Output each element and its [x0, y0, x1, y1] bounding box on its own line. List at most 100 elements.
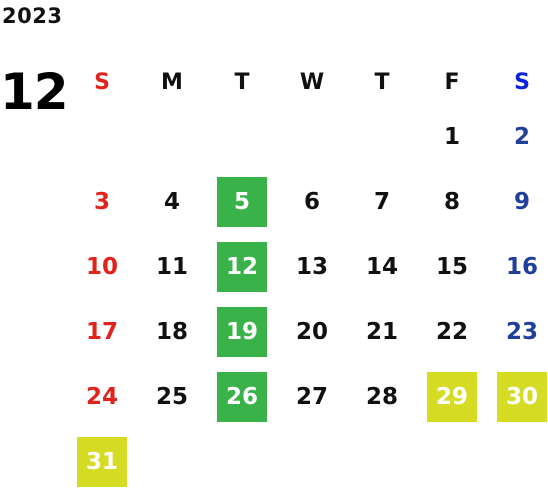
calendar-day-cell: 18 [137, 299, 207, 364]
calendar-week-row: 31 [67, 429, 548, 494]
calendar-day-cell: 22 [417, 299, 487, 364]
calendar-day-cell: 10 [67, 234, 137, 299]
calendar-day-cell: 12 [207, 234, 277, 299]
calendar-day-cell: 11 [137, 234, 207, 299]
calendar-day-cell: 19 [207, 299, 277, 364]
calendar-day-number: 9 [513, 188, 530, 215]
calendar-day-number: 8 [443, 188, 460, 215]
calendar-day-number: 16 [505, 253, 538, 280]
calendar-day-number: 17 [85, 318, 118, 345]
calendar-day-number: 15 [435, 253, 468, 280]
calendar-day-number: 25 [155, 383, 188, 410]
calendar-day-number: 13 [295, 253, 328, 280]
calendar-week-row: 3 4 5 6 7 8 9 [67, 169, 548, 234]
calendar-week-row: 10 11 12 13 14 15 16 [67, 234, 548, 299]
calendar-day-number [357, 437, 407, 487]
calendar-day-cell: 4 [137, 169, 207, 234]
calendar-day-number [217, 112, 267, 162]
calendar-day-number [497, 437, 547, 487]
calendar-day-cell: 17 [67, 299, 137, 364]
calendar-day-number: 1 [443, 123, 460, 150]
weekday-saturday: S [514, 69, 530, 95]
calendar-day-number: 3 [93, 188, 110, 215]
calendar-day-cell: 1 [417, 104, 487, 169]
calendar-day-number: 29 [427, 371, 477, 422]
calendar-day-number: 20 [295, 318, 328, 345]
calendar-week-row: 24 25 26 27 28 29 30 [67, 364, 548, 429]
calendar-day-number: 22 [435, 318, 468, 345]
calendar-day-number: 10 [85, 253, 118, 280]
weekday-monday: M [161, 69, 183, 95]
calendar-day-number: 7 [373, 188, 390, 215]
calendar-day-number [77, 112, 127, 162]
calendar-day-cell: 25 [137, 364, 207, 429]
calendar-day-number: 2 [513, 123, 530, 150]
calendar-day-cell: 8 [417, 169, 487, 234]
calendar-day-cell: 21 [347, 299, 417, 364]
calendar-day-cell: 14 [347, 234, 417, 299]
calendar-day-number: 24 [85, 383, 118, 410]
calendar-day-number: 31 [77, 436, 127, 487]
calendar-week-row: 17 18 19 20 21 22 23 [67, 299, 548, 364]
calendar-weeks: 1 2 3 4 5 6 7 8 9 10 11 12 13 14 15 16 17 18 19 20 21 22 23 24 2… [67, 104, 548, 494]
calendar-empty-cell [67, 104, 137, 169]
weekday-thursday: T [374, 69, 390, 95]
calendar-day-cell: 23 [487, 299, 548, 364]
calendar-day-cell: 15 [417, 234, 487, 299]
calendar-day-cell: 6 [277, 169, 347, 234]
calendar-day-number: 12 [217, 241, 267, 292]
calendar-day-number: 14 [365, 253, 398, 280]
calendar-day-cell: 30 [487, 364, 548, 429]
calendar-empty-cell [347, 429, 417, 494]
calendar-day-number: 6 [303, 188, 320, 215]
calendar-day-number: 30 [497, 371, 547, 422]
calendar-day-number: 26 [217, 371, 267, 422]
calendar-month: 12 [0, 63, 69, 121]
calendar-day-number [287, 437, 337, 487]
calendar-empty-cell [277, 104, 347, 169]
calendar-empty-cell [207, 104, 277, 169]
calendar-day-number [357, 112, 407, 162]
calendar-day-cell: 16 [487, 234, 548, 299]
calendar-year: 2023 [2, 4, 63, 28]
calendar-day-cell: 26 [207, 364, 277, 429]
calendar-grid: S M T W T F S 1 2 3 4 5 6 7 8 9 10 11 12 13 14 15 16 17 1… [67, 60, 548, 494]
calendar-day-number: 11 [155, 253, 188, 280]
calendar-day-number [147, 112, 197, 162]
calendar-day-cell: 2 [487, 104, 548, 169]
calendar-day-cell: 5 [207, 169, 277, 234]
calendar-empty-cell [487, 429, 548, 494]
calendar-day-number [147, 437, 197, 487]
calendar-day-cell: 3 [67, 169, 137, 234]
calendar-day-cell: 13 [277, 234, 347, 299]
calendar-day-number [427, 437, 477, 487]
calendar-day-number [287, 112, 337, 162]
calendar-day-cell: 9 [487, 169, 548, 234]
calendar-day-number: 28 [365, 383, 398, 410]
calendar-day-number: 5 [217, 176, 267, 227]
weekday-wednesday: W [299, 69, 325, 95]
calendar-empty-cell [207, 429, 277, 494]
calendar-empty-cell [347, 104, 417, 169]
calendar-day-cell: 27 [277, 364, 347, 429]
calendar-empty-cell [137, 429, 207, 494]
weekday-friday: F [444, 69, 460, 95]
calendar-day-cell: 24 [67, 364, 137, 429]
calendar-day-cell: 31 [67, 429, 137, 494]
calendar-day-cell: 20 [277, 299, 347, 364]
weekday-sunday: S [94, 69, 110, 95]
weekday-tuesday: T [234, 69, 250, 95]
calendar-empty-cell [277, 429, 347, 494]
calendar-day-number: 18 [155, 318, 188, 345]
calendar-day-number: 4 [163, 188, 180, 215]
calendar-day-cell: 29 [417, 364, 487, 429]
calendar-day-number [217, 437, 267, 487]
calendar-day-number: 19 [217, 306, 267, 357]
calendar-day-cell: 28 [347, 364, 417, 429]
calendar-day-number: 27 [295, 383, 328, 410]
calendar-empty-cell [417, 429, 487, 494]
calendar-day-cell: 7 [347, 169, 417, 234]
calendar-day-number: 23 [505, 318, 538, 345]
calendar-day-number: 21 [365, 318, 398, 345]
